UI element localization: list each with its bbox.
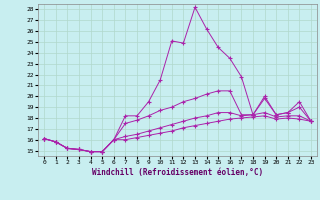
X-axis label: Windchill (Refroidissement éolien,°C): Windchill (Refroidissement éolien,°C) (92, 168, 263, 177)
